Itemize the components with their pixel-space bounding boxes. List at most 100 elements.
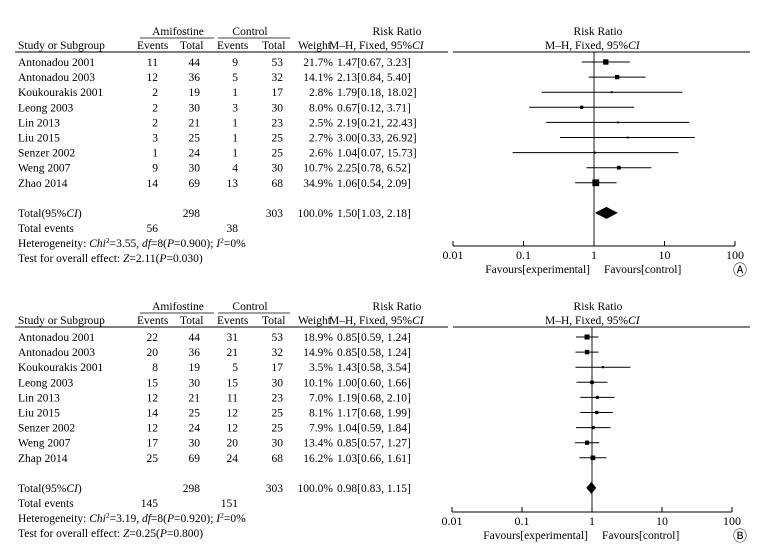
control-total: 17 [272,362,284,374]
experimental-events: 9 [152,163,158,175]
header-control-group: Control [232,26,267,38]
study-risk-ratio-text: 1.47[0.67, 3.23] [337,57,411,69]
study-weight: 8.1% [309,408,333,420]
study-row: Zhap 2014 25 69 24 68 16.2% 1.03[0.66, 1.61] [18,453,607,465]
study-row: Liu 2015 14 25 12 25 8.1% 1.17[0.68, 1.99] [18,408,613,420]
overall-effect-prefix: Test for overall effect: [18,253,123,265]
x-axis-tick-label: 10 [656,514,668,528]
favours-control-label: Favours[control] [604,264,681,276]
study-weight: 7.0% [309,392,333,404]
header-plot-method-ci: CI [628,40,641,52]
total-label-prefix: Total(95% [18,208,67,220]
study-weight: 13.4% [303,438,333,450]
total-risk-ratio-text: 1.50[1.03, 2.18] [337,208,411,220]
favours-control-label: Favours[control] [602,530,679,542]
study-row: Senzer 2002 12 24 12 25 7.9% 1.04[0.59, 1.84] [18,423,611,435]
control-total: 25 [272,423,284,435]
header-plot-method: M–H, Fixed, 95%CI [545,315,641,327]
study-weight: 2.8% [309,87,333,99]
overall-effect-p-value: =0.030) [166,253,202,265]
control-total: 17 [272,87,284,99]
total-control: 303 [266,208,284,220]
experimental-total: 24 [189,423,201,435]
header-rr-method-prefix: M–H, Fixed, 95% [329,315,412,327]
study-row: Koukourakis 2001 2 19 1 17 2.8% 1.79[0.18, 18.… [18,87,683,99]
summary-diamond [594,206,618,219]
heterogeneity-i-superscript: 2 [220,510,224,519]
experimental-total: 21 [189,392,201,404]
control-events: 5 [232,72,238,84]
control-events: 21 [227,347,239,359]
x-axis-tick-label: 10 [659,248,671,262]
header-experimental-total: Total [180,315,203,327]
experimental-events: 14 [147,408,159,420]
study-weight: 7.9% [309,423,333,435]
control-events: 13 [227,178,239,190]
study-point-estimate [616,165,621,170]
control-events: 11 [227,392,238,404]
study-point-estimate [626,136,629,139]
x-axis-tick-label: 0.1 [515,514,530,528]
control-events: 5 [232,362,238,374]
experimental-events: 20 [147,347,159,359]
experimental-events: 1 [152,148,158,160]
experimental-total: 36 [189,72,201,84]
study-row: Senzer 2002 1 24 1 25 2.6% 1.04[0.07, 15.73] [18,148,679,160]
header-plot-method-prefix: M–H, Fixed, 95% [545,40,628,52]
study-weight: 16.2% [303,453,333,465]
total-control: 303 [266,483,284,495]
control-events: 1 [232,133,238,145]
study-name: Senzer 2002 [18,148,75,160]
study-risk-ratio-text: 1.06[0.54, 2.09] [337,178,411,190]
control-total: 32 [272,347,284,359]
header-plot-title: Risk Ratio [574,301,623,313]
x-axis-tick-label: 0.01 [443,248,464,262]
study-point-estimate [595,395,599,399]
x-axis-tick-label: 1 [591,248,597,262]
experimental-total: 19 [189,87,201,99]
study-point-estimate [580,105,584,109]
x-axis-tick-label: 100 [726,248,744,262]
total-experimental: 298 [183,483,201,495]
x-axis-tick-label: 0.01 [442,514,463,528]
experimental-total: 24 [189,148,201,160]
experimental-events: 25 [147,453,159,465]
study-risk-ratio-text: 1.79[0.18, 18.02] [337,87,417,99]
study-point-estimate [601,366,604,369]
heterogeneity-df-label: df [142,238,153,250]
study-row: Weng 2007 17 30 20 30 13.4% 0.85[0.57, 1.27] [18,438,600,450]
heterogeneity-chi-value: =3.55, [110,238,142,250]
x-axis-tick-label: 1 [589,514,595,528]
study-weight: 10.7% [303,163,333,175]
experimental-events: 3 [152,133,158,145]
study-name: Zhao 2014 [18,178,68,190]
study-name: Lin 2013 [18,392,60,404]
study-point-estimate [584,440,590,445]
control-total: 25 [272,133,284,145]
study-name: Koukourakis 2001 [18,362,104,374]
heterogeneity-df-label: df [142,513,153,525]
control-events: 1 [232,87,238,99]
header-plot-method-prefix: M–H, Fixed, 95% [545,315,628,327]
control-total: 30 [272,163,284,175]
experimental-total: 36 [189,347,201,359]
heterogeneity-prefix: Heterogeneity: [18,513,89,525]
control-events: 31 [227,332,239,344]
header-experimental-events: Events [137,315,169,327]
total-weight: 100.0% [298,483,334,495]
study-point-estimate [614,74,620,80]
study-weight: 14.9% [303,347,333,359]
heterogeneity-i-value: =0% [224,238,246,250]
total-label-suffix: ) [78,483,82,495]
header-rr-method: M–H, Fixed, 95%CI [329,40,425,52]
control-total: 53 [272,332,284,344]
control-total: 32 [272,72,284,84]
study-risk-ratio-text: 2.13[0.84, 5.40] [337,72,411,84]
favours-experimental-label: Favours[experimental] [485,264,590,276]
study-row: Lin 2013 2 21 1 23 2.5% 2.19[0.21, 22.43] [18,117,690,129]
study-weight: 2.5% [309,117,333,129]
study-name: Antonadou 2003 [18,347,95,359]
header-risk-ratio-title: Risk Ratio [373,26,422,38]
study-risk-ratio-text: 0.85[0.58, 1.24] [337,347,411,359]
panel-label: Ⓐ [733,263,747,279]
